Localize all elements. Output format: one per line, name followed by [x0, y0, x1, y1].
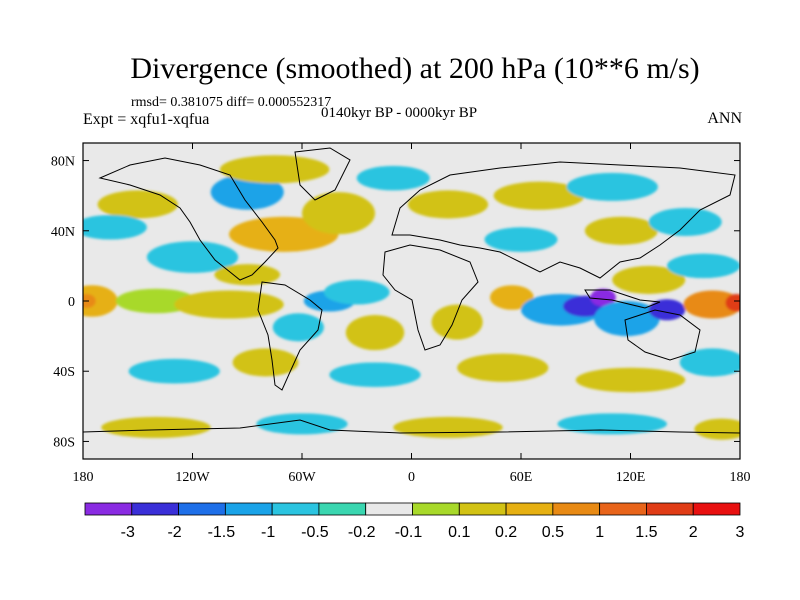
- field-blob: [648, 299, 686, 321]
- x-tick-label: 60W: [288, 470, 316, 485]
- colorbar-label: -2: [167, 524, 181, 541]
- field-blob: [83, 285, 118, 317]
- x-tick-label: 60E: [510, 470, 533, 485]
- y-axis: 80N 40N 0 40S 80S: [51, 155, 740, 450]
- colorbar-label: -3: [121, 524, 135, 541]
- y-tick-label: 80N: [51, 155, 75, 170]
- colorbar-swatch: [365, 502, 413, 516]
- field-blob: [683, 290, 740, 319]
- chart-title: Divergence (smoothed) at 200 hPa (10**6 …: [130, 52, 700, 85]
- x-tick-label: 180: [730, 470, 751, 485]
- field-blob: [557, 413, 667, 435]
- period-label: 0140kyr BP - 0000kyr BP: [321, 105, 478, 121]
- colorbar: -3 -2 -1.5 -1 -0.5 -0.2 -0.1 0.1 0.2 0.5 1 1.5 2 3: [84, 502, 745, 541]
- field-blob: [210, 174, 284, 210]
- colorbar-label: -0.1: [395, 524, 423, 541]
- colorbar-swatch: [505, 502, 554, 516]
- colorbar-swatch: [178, 502, 226, 516]
- field-blob: [725, 293, 740, 312]
- x-tick-label: 120W: [175, 470, 210, 485]
- field-blob: [484, 227, 558, 252]
- field-blob: [256, 413, 348, 435]
- colorbar-swatch: [599, 502, 647, 516]
- field-blob: [128, 358, 220, 384]
- coastlines: [83, 147, 740, 434]
- field-blob: [356, 165, 430, 191]
- colorbar-swatch: [552, 502, 601, 516]
- field-blob: [272, 313, 324, 342]
- field-blob: [232, 348, 299, 377]
- colorbar-swatch: [271, 502, 320, 516]
- colorbar-label: 0.2: [495, 524, 517, 541]
- coast-antarctica: [83, 419, 740, 434]
- coast-north-america: [98, 157, 279, 281]
- field-blob: [101, 416, 211, 438]
- field-blob: [83, 214, 147, 240]
- colorbar-swatch: [692, 502, 741, 516]
- season-label: ANN: [707, 110, 742, 127]
- field-blob: [146, 241, 239, 273]
- coast-greenland: [294, 147, 351, 201]
- colorbar-swatch: [412, 502, 460, 516]
- colorbar-label: 0.1: [448, 524, 470, 541]
- field-blob: [457, 353, 549, 382]
- field-blob: [97, 190, 178, 219]
- divergence-field: [83, 155, 740, 440]
- field-blob: [83, 293, 96, 309]
- colorbar-swatch: [224, 502, 273, 516]
- y-tick-label: 80S: [53, 435, 75, 450]
- field-blob: [679, 348, 740, 377]
- y-tick-label: 40S: [53, 365, 75, 380]
- experiment-label: Expt = xqfu1-xqfua: [83, 111, 210, 128]
- field-blob: [667, 253, 740, 279]
- colorbar-swatch: [318, 502, 367, 516]
- field-blob: [407, 190, 489, 219]
- x-tick-label: 120E: [616, 470, 646, 485]
- field-blob: [219, 155, 330, 184]
- field-blob: [345, 315, 405, 351]
- coast-eurasia: [391, 161, 736, 279]
- y-tick-label: 40N: [51, 225, 75, 240]
- coast-australia: [624, 309, 701, 361]
- colorbar-label: 2: [689, 524, 698, 541]
- y-tick-label: 0: [68, 295, 75, 310]
- field-blob: [694, 418, 740, 440]
- colorbar-label: -0.5: [301, 524, 329, 541]
- x-axis: 180 120W 60W 0 60E 120E 180: [73, 143, 751, 485]
- colorbar-label: -1: [261, 524, 275, 541]
- x-tick-label: 0: [408, 470, 415, 485]
- field-blob: [575, 367, 686, 393]
- colorbar-label: 1.5: [635, 524, 657, 541]
- field-blob: [584, 216, 658, 245]
- colorbar-swatch: [458, 502, 507, 516]
- field-blob: [323, 279, 390, 305]
- colorbar-label: -0.2: [348, 524, 376, 541]
- field-blob: [329, 362, 421, 388]
- colorbar-swatch: [646, 502, 694, 516]
- coast-indonesia: [584, 289, 661, 309]
- field-blob: [648, 207, 722, 237]
- colorbar-label: -1.5: [208, 524, 236, 541]
- field-blob: [489, 285, 534, 310]
- field-blob: [594, 301, 660, 337]
- colorbar-label: 1: [595, 524, 604, 541]
- colorbar-label: 0.5: [542, 524, 564, 541]
- field-blob: [214, 264, 281, 286]
- field-blob: [431, 304, 483, 340]
- coast-africa: [382, 244, 479, 351]
- stats-text: rmsd= 0.381075 diff= 0.000552317: [131, 95, 332, 110]
- field-blob: [174, 290, 284, 319]
- field-blob: [493, 181, 585, 210]
- colorbar-label: 3: [736, 524, 745, 541]
- field-blob: [612, 265, 686, 294]
- colorbar-swatch: [131, 502, 179, 516]
- x-tick-label: 180: [73, 470, 94, 485]
- colorbar-swatch: [84, 502, 133, 516]
- coast-south-america: [257, 281, 323, 391]
- field-blob: [590, 288, 616, 307]
- field-blob: [566, 172, 658, 201]
- field-blob: [393, 416, 503, 438]
- field-blob: [302, 192, 375, 235]
